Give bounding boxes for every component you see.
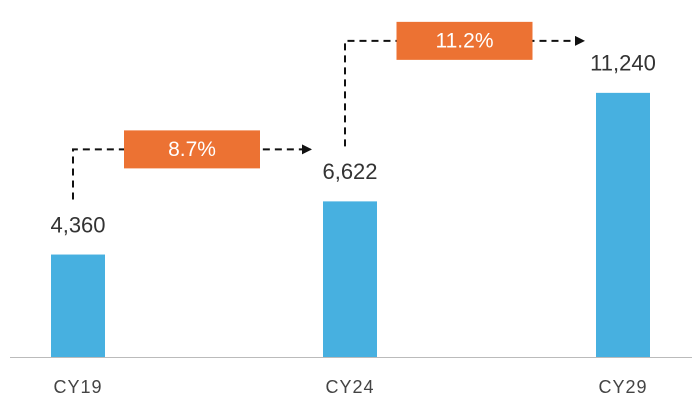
bar bbox=[596, 92, 650, 358]
growth-label: 11.2% bbox=[436, 29, 494, 52]
value-label: 4,360 bbox=[50, 212, 105, 237]
bar bbox=[51, 254, 105, 357]
value-label: 11,240 bbox=[590, 51, 656, 76]
x-tick-label: CY19 bbox=[53, 377, 102, 397]
value-label: 6,622 bbox=[322, 159, 377, 184]
growth-box bbox=[396, 21, 533, 60]
bar bbox=[323, 201, 377, 357]
growth-box bbox=[124, 130, 260, 169]
x-tick-label: CY24 bbox=[325, 377, 374, 397]
x-tick-label: CY29 bbox=[598, 377, 647, 397]
growth-label: 8.7% bbox=[168, 138, 216, 161]
